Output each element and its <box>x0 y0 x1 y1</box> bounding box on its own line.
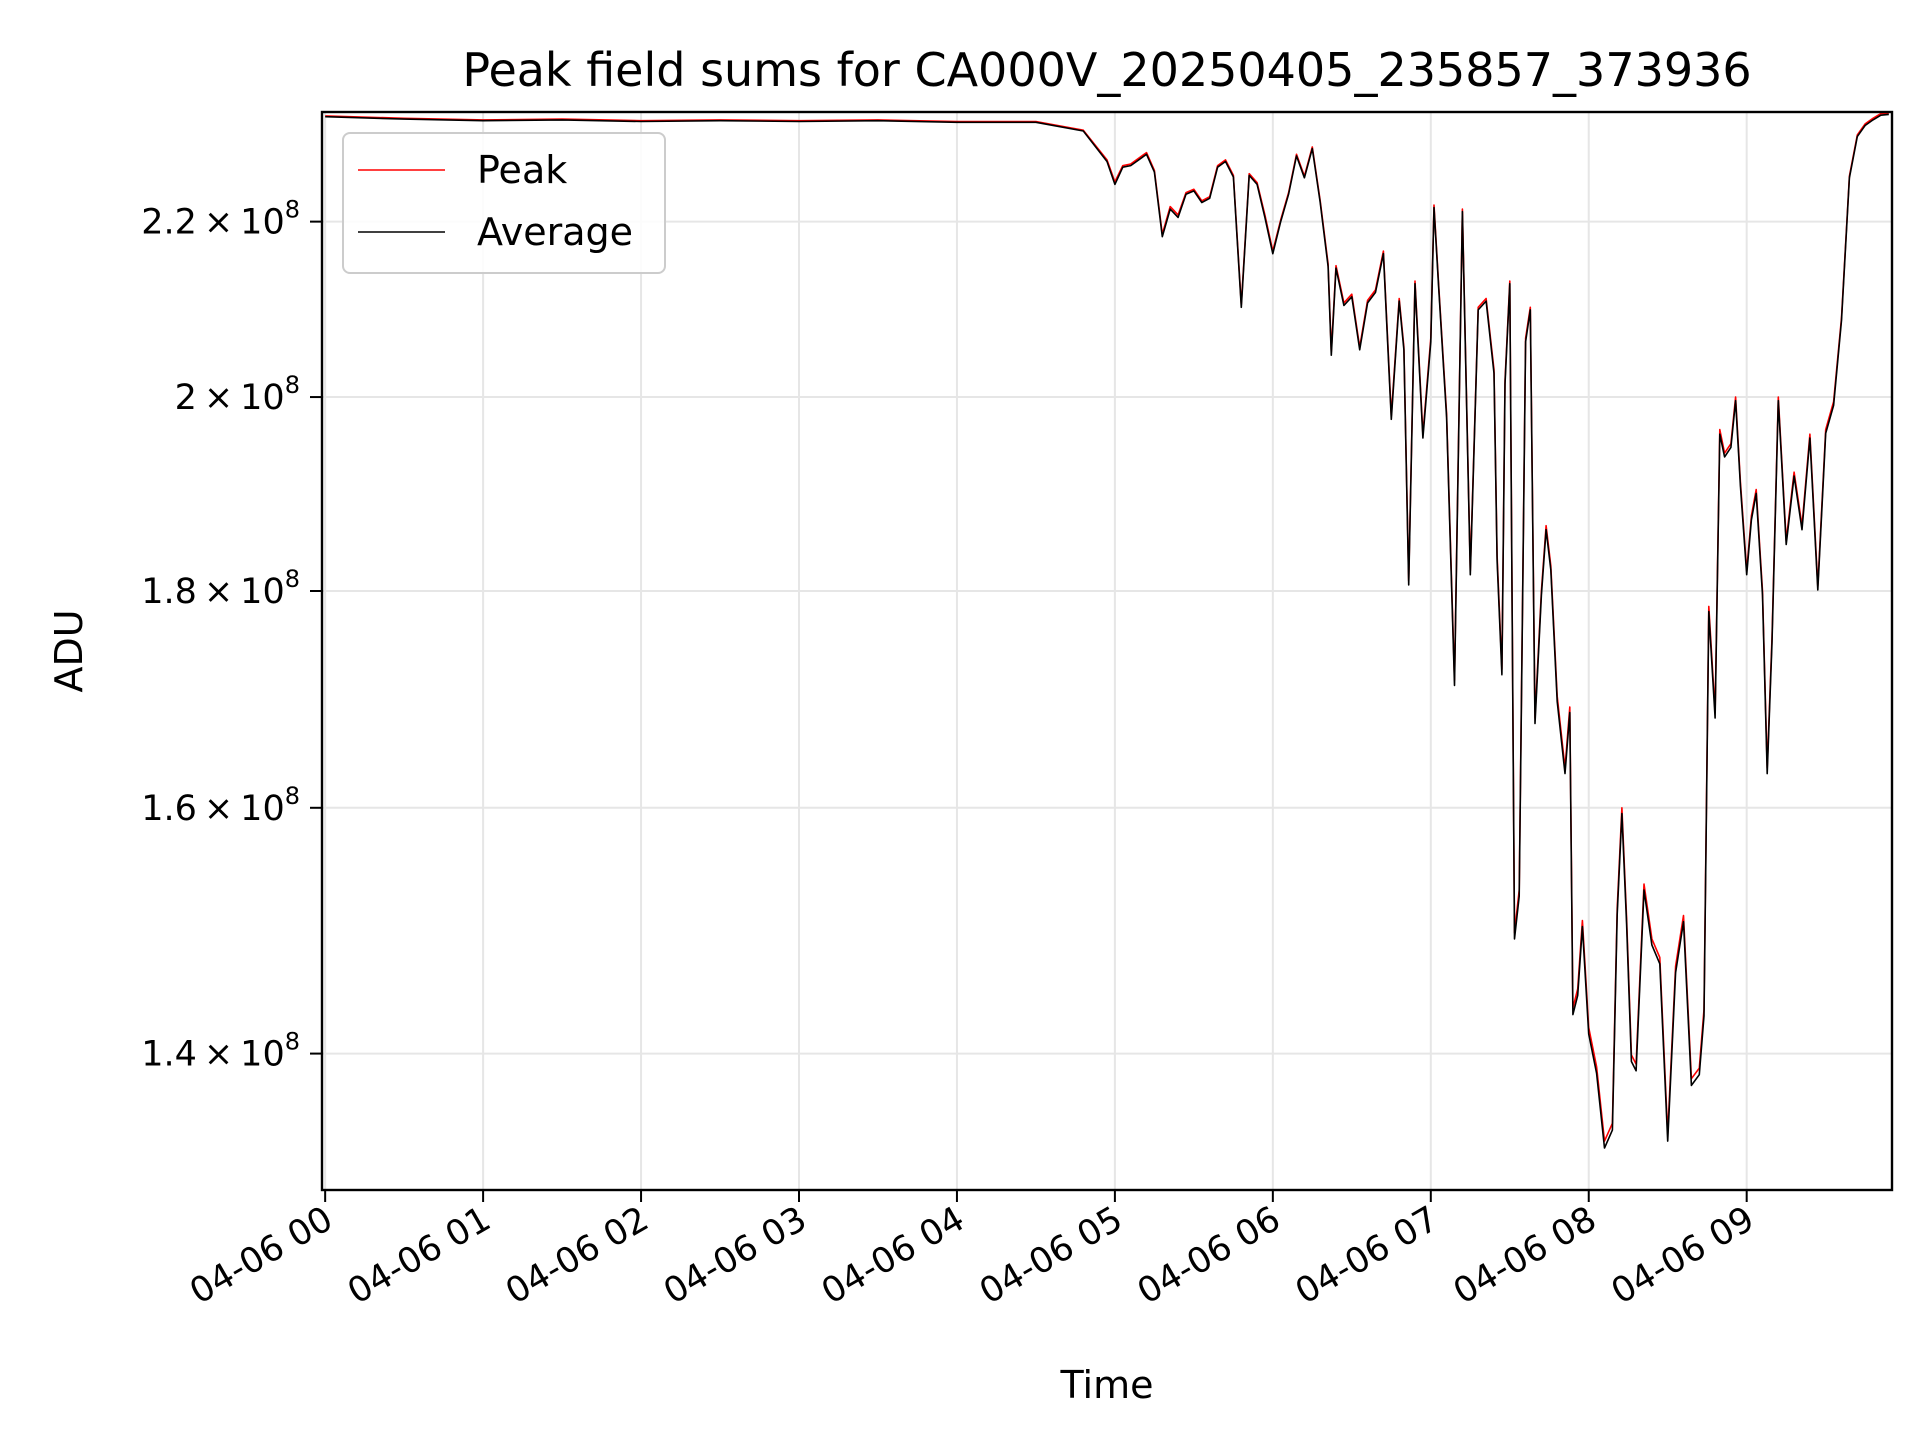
y-tick-mantissa: 2 × 10 <box>175 378 285 418</box>
y-tick-mantissa: 1.8 × 10 <box>141 572 285 612</box>
y-tick-label: 2 × 108 <box>175 371 300 418</box>
legend-label-average: Average <box>477 210 633 254</box>
chart-title: Peak field sums for CA000V_20250405_2358… <box>462 43 1751 97</box>
y-tick-mantissa: 1.6 × 10 <box>141 789 285 829</box>
y-tick-mantissa: 2.2 × 10 <box>141 203 285 243</box>
y-axis-label: ADU <box>47 609 91 692</box>
y-tick-label: 1.4 × 108 <box>141 1028 300 1075</box>
y-tick-exponent: 8 <box>285 1028 300 1056</box>
y-tick-label: 1.8 × 108 <box>141 565 300 612</box>
y-tick-exponent: 8 <box>285 371 300 399</box>
y-tick-label: 2.2 × 108 <box>141 196 300 243</box>
y-tick-mantissa: 1.4 × 10 <box>141 1035 285 1075</box>
y-tick-label: 1.6 × 108 <box>141 782 300 829</box>
y-tick-exponent: 8 <box>285 782 300 810</box>
plot-area-frame <box>320 110 1894 1192</box>
y-tick-exponent: 8 <box>285 565 300 593</box>
legend-box <box>342 132 666 274</box>
legend: Peak Average <box>342 132 666 274</box>
y-tick-exponent: 8 <box>285 196 300 224</box>
series-lines <box>325 112 1889 1149</box>
legend-label-peak: Peak <box>477 148 567 192</box>
series-line-average <box>325 113 1889 1149</box>
x-axis-label: Time <box>1060 1363 1154 1407</box>
